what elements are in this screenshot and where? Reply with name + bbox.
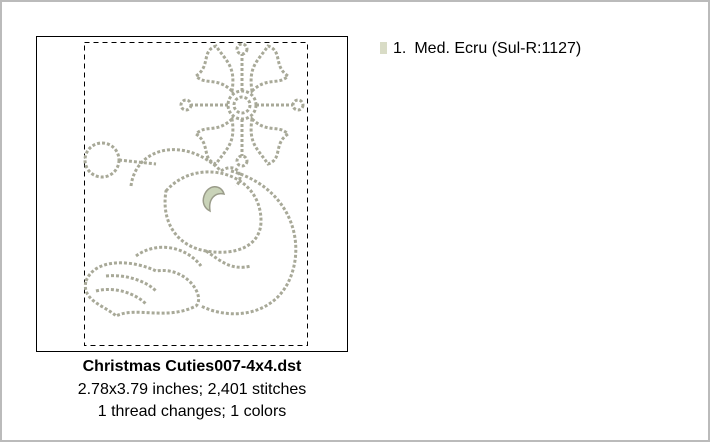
thread-name: Med. Ecru (Sul-R:1127) [414,40,582,57]
design-preview [36,36,348,352]
file-name: Christmas Cuties007-4x4.dst [82,358,302,375]
thread-list: 1. Med. Ecru (Sul-R:1127) [380,40,581,58]
thread-row: 1. Med. Ecru (Sul-R:1127) [380,40,581,58]
thread-swatch [380,42,387,54]
hoop-bounds [84,42,308,346]
color-info: 1 thread changes; 1 colors [97,403,287,420]
thread-number: 1. [393,40,407,57]
stitch-art [83,42,305,318]
preview-frame [36,36,348,352]
size-info: 2.78x3.79 inches; 2,401 stitches [77,381,307,398]
